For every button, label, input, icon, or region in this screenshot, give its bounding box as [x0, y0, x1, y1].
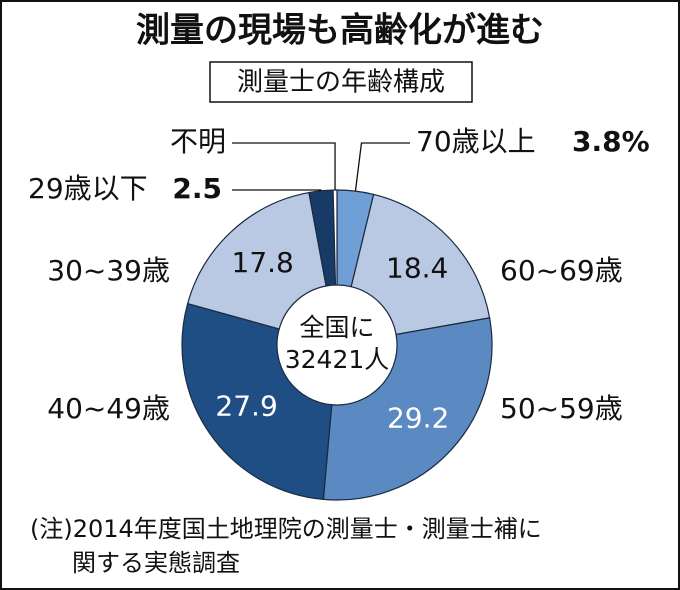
donut-segment	[186, 191, 327, 330]
value-label: 18.4	[386, 252, 448, 285]
category-label: 30~39歳	[47, 254, 170, 287]
subtitle: 測量士の年齢構成	[237, 68, 445, 98]
value-label: 2.5	[172, 172, 222, 205]
subtitle-box	[209, 61, 473, 103]
center-label: 32421人	[285, 345, 390, 374]
category-label: 70歳以上	[416, 125, 536, 158]
donut-segment	[322, 317, 493, 501]
category-label: 50~59歳	[500, 392, 623, 425]
leader-line	[232, 189, 322, 191]
leader-line	[232, 142, 336, 191]
value-label: 3.8%	[572, 125, 650, 158]
note: 関する実態調査	[72, 549, 240, 577]
leader-line	[354, 142, 410, 192]
center-label: 全国に	[299, 313, 374, 342]
category-label: 40~49歳	[47, 392, 170, 425]
value-label: 29.2	[387, 401, 449, 434]
note: (注)2014年度国土地理院の測量士・測量士補に	[30, 515, 542, 543]
donut-segment	[332, 189, 338, 286]
category-label: 60~69歳	[500, 254, 623, 287]
category-label: 29歳以下	[28, 172, 148, 205]
donut-segment	[181, 302, 333, 501]
chart-title: 測量の現場も高齢化が進む	[136, 11, 544, 51]
value-label: 27.9	[215, 390, 277, 423]
value-label: 17.8	[232, 246, 294, 279]
donut-segment	[350, 193, 491, 336]
category-label: 不明	[170, 125, 226, 158]
